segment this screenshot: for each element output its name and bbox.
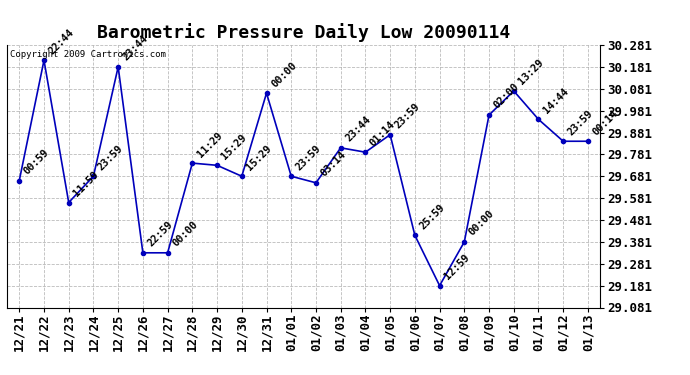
Text: 25:59: 25:59 bbox=[417, 202, 447, 231]
Text: 12:59: 12:59 bbox=[442, 252, 471, 282]
Text: 22:59: 22:59 bbox=[146, 219, 175, 249]
Text: 23:59: 23:59 bbox=[96, 143, 126, 172]
Text: 01:14: 01:14 bbox=[368, 119, 397, 148]
Text: 11:29: 11:29 bbox=[195, 130, 224, 159]
Text: 15:29: 15:29 bbox=[244, 143, 274, 172]
Text: 15:29: 15:29 bbox=[220, 132, 249, 161]
Text: 23:44: 23:44 bbox=[121, 33, 150, 63]
Text: 13:29: 13:29 bbox=[517, 58, 546, 87]
Text: 11:59: 11:59 bbox=[72, 169, 101, 198]
Text: 00:14: 00:14 bbox=[591, 108, 620, 137]
Text: 00:00: 00:00 bbox=[170, 219, 199, 249]
Text: 23:59: 23:59 bbox=[294, 143, 323, 172]
Text: 00:59: 00:59 bbox=[22, 147, 51, 177]
Text: 23:59: 23:59 bbox=[393, 101, 422, 130]
Text: 00:00: 00:00 bbox=[269, 60, 299, 89]
Text: 23:59: 23:59 bbox=[566, 108, 595, 137]
Text: 22:44: 22:44 bbox=[47, 27, 76, 56]
Title: Barometric Pressure Daily Low 20090114: Barometric Pressure Daily Low 20090114 bbox=[97, 23, 510, 42]
Text: Copyright 2009 Cartronics.com: Copyright 2009 Cartronics.com bbox=[10, 50, 166, 59]
Text: 00:00: 00:00 bbox=[467, 209, 496, 238]
Text: 03:14: 03:14 bbox=[319, 150, 348, 178]
Text: 14:44: 14:44 bbox=[541, 86, 571, 115]
Text: 02:00: 02:00 bbox=[492, 82, 521, 111]
Text: 23:44: 23:44 bbox=[344, 114, 373, 144]
